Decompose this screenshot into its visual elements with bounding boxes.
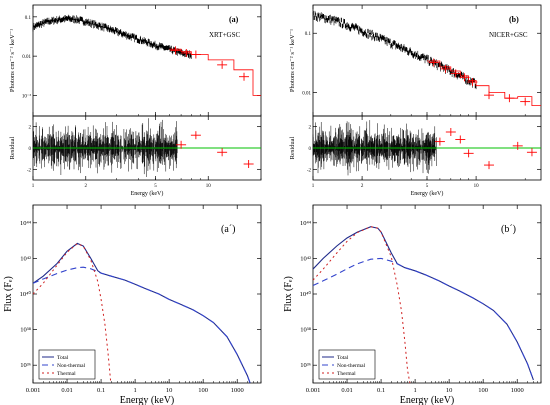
y-tick-label: 10⁴² [300,255,311,262]
y-tick-label: -2 [307,168,312,173]
model-step-b [427,60,541,106]
x-tick-label: 100 [478,387,488,394]
legend-entry: Non-thermal [57,363,86,369]
spectrum-panel-b: 0.1 0.01 Photons cm⁻² s⁻¹ keV⁻¹ (b) NICER+GS… [289,4,542,117]
x-tick-label: 1000 [511,387,524,394]
observed-spectrum-a [32,14,192,59]
legend-box [318,349,376,380]
y-axis-label: Residual [9,136,16,159]
y-tick-label: 10⁴⁰ [20,290,32,298]
y-axis-label: Flux (Fₑ) [283,276,294,312]
y-axis-label: Residual [289,136,296,159]
y-axis-label: Flux (Fₑ) [3,276,14,312]
model-step-a [169,48,261,96]
y-tick-label: 0.1 [305,32,312,37]
y-tick-label: 10⁴⁰ [300,290,312,298]
x-tick-label: 0.01 [61,387,72,394]
series-thermal [33,243,112,383]
x-tick-label: 0.001 [26,387,41,394]
x-tick-label: 0.1 [377,387,385,394]
panel-label-a-prime: (a´) [221,224,235,235]
legend-entry: Total [57,355,69,361]
y-tick-label: 10³⁶ [20,362,31,369]
x-tick-label: 5 [426,184,429,189]
series-non-thermal [313,257,534,381]
spectrum-panel-a: 0.1 0.01 10⁻³ Photons cm⁻² s⁻¹ keV⁻¹ (a) XRT+… [9,4,262,117]
y-axis-label: Photons cm⁻² s⁻¹ keV⁻¹ [289,29,296,92]
y-tick-label: 10³⁸ [20,327,31,334]
y-tick-label: 0.01 [22,55,31,60]
legend-entry: Non-thermal [337,363,366,369]
residual-panel-b-residual: 1 2 5 10 2 0 -2 Residual Energy (keV) [289,115,542,197]
y-tick-label: 0 [309,147,312,152]
instrument-label-b: NICER+GSC [489,31,528,39]
x-axis-label: Energy (keV) [120,395,175,405]
residual-panel-a-residual: 1 2 5 10 2 0 -2 Residual Energy (keV) [9,115,262,197]
x-tick-label: 2 [361,184,364,189]
x-axis-label: Energy (keV) [131,190,164,197]
x-tick-label: 10 [166,387,173,394]
x-tick-label: 100 [198,387,208,394]
y-tick-label: 10³⁶ [300,362,311,369]
x-tick-label: 1 [133,387,136,394]
y-tick-label: 0.01 [302,91,311,96]
x-tick-label: 1 [413,387,416,394]
x-axis-label: Energy (keV) [411,190,444,197]
x-tick-label: 10 [206,184,212,189]
y-tick-label: 0.1 [25,16,32,21]
y-tick-label: 10³⁸ [300,327,311,334]
instrument-label-a: XRT+GSC [209,31,240,39]
y-tick-label: 10⁴⁴ [20,220,32,227]
legend-entry: Total [337,355,349,361]
y-tick-label: 10⁴² [20,255,31,262]
x-tick-label: 5 [154,184,157,189]
x-tick-label: 10 [446,387,453,394]
plot-frame [32,4,262,117]
y-axis-label: Photons cm⁻² s⁻¹ keV⁻¹ [9,29,16,92]
x-tick-label: 1000 [231,387,244,394]
x-tick-label: 10 [474,184,480,189]
y-tick-label: 2 [29,126,32,131]
sed-panel-a-prime: 0.001 0.01 0.1 1 10 100 1000 10³⁶ 10³⁸ 10⁴⁰ 10⁴² 10… [3,204,262,405]
x-tick-label: 0.001 [306,387,321,394]
legend-box [38,349,96,380]
x-tick-label: 1 [312,184,315,189]
x-axis-label: Energy (keV) [400,395,455,405]
y-tick-label: 0 [29,147,32,152]
y-tick-label: -2 [27,168,32,173]
x-tick-label: 2 [85,184,88,189]
panel-label-a: (a) [229,15,239,24]
x-tick-label: 0.1 [97,387,105,394]
y-tick-label: 10⁴⁴ [300,220,312,227]
panel-label-b: (b) [509,15,519,24]
series-non-thermal [33,266,251,383]
observed-spectrum-b [312,10,477,90]
legend-entry: Thermal [57,371,76,377]
x-tick-label: 1 [32,184,35,189]
series-thermal [313,226,411,383]
y-tick-label: 2 [309,126,312,131]
panel-label-b-prime: (b´) [501,224,516,235]
x-tick-label: 0.01 [341,387,352,394]
y-tick-label: 10⁻³ [22,93,32,99]
legend-entry: Thermal [337,371,356,377]
sed-panel-b-prime: 0.001 0.01 0.1 1 10 100 1000 10³⁶ 10³⁸ 10⁴⁰ 10⁴² 10… [283,204,542,405]
